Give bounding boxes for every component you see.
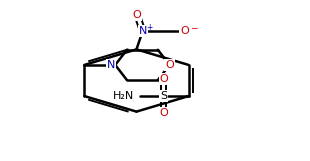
Text: O: O [133,10,141,20]
Text: O: O [165,60,174,70]
Text: +: + [146,23,153,32]
Text: H₂N: H₂N [113,91,135,101]
Text: −: − [190,23,198,32]
Text: O: O [180,26,189,36]
Text: N: N [139,26,147,36]
Text: O: O [160,74,168,84]
Text: S: S [160,91,167,101]
Text: N: N [106,60,115,70]
Text: O: O [160,108,168,118]
